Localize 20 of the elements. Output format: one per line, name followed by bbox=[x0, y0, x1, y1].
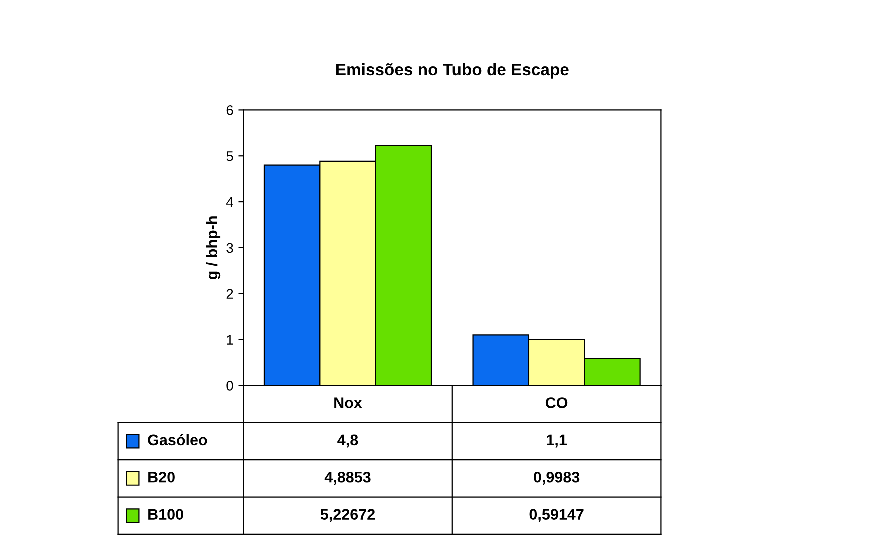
data-label: 0,9983 bbox=[534, 472, 580, 485]
y-tick-label: 2 bbox=[226, 289, 234, 299]
x-tick-label: CO bbox=[546, 398, 568, 408]
data-label: 0,59147 bbox=[530, 509, 584, 522]
data-label: 4,8 bbox=[338, 434, 358, 448]
y-tick-label: 0 bbox=[226, 381, 234, 391]
y-tick-label: 1 bbox=[227, 335, 234, 345]
y-tick-label: 3 bbox=[226, 243, 234, 254]
chart-title: Emissões no Tubo de Escape bbox=[336, 63, 569, 79]
x-tick-label: Nox bbox=[334, 398, 362, 408]
legend-label: B100 bbox=[148, 509, 184, 520]
data-label: 4,8853 bbox=[324, 472, 371, 485]
y-tick-label: 4 bbox=[226, 198, 234, 208]
y-axis-title: g / bhp-h bbox=[206, 216, 221, 280]
y-tick-label: 6 bbox=[226, 106, 234, 116]
legend-label: B20 bbox=[148, 472, 175, 483]
data-label: 5,22672 bbox=[320, 509, 376, 522]
legend-label: Gasóleo bbox=[148, 434, 208, 446]
data-label: 1,1 bbox=[547, 434, 567, 448]
y-tick-label: 5 bbox=[226, 152, 234, 162]
